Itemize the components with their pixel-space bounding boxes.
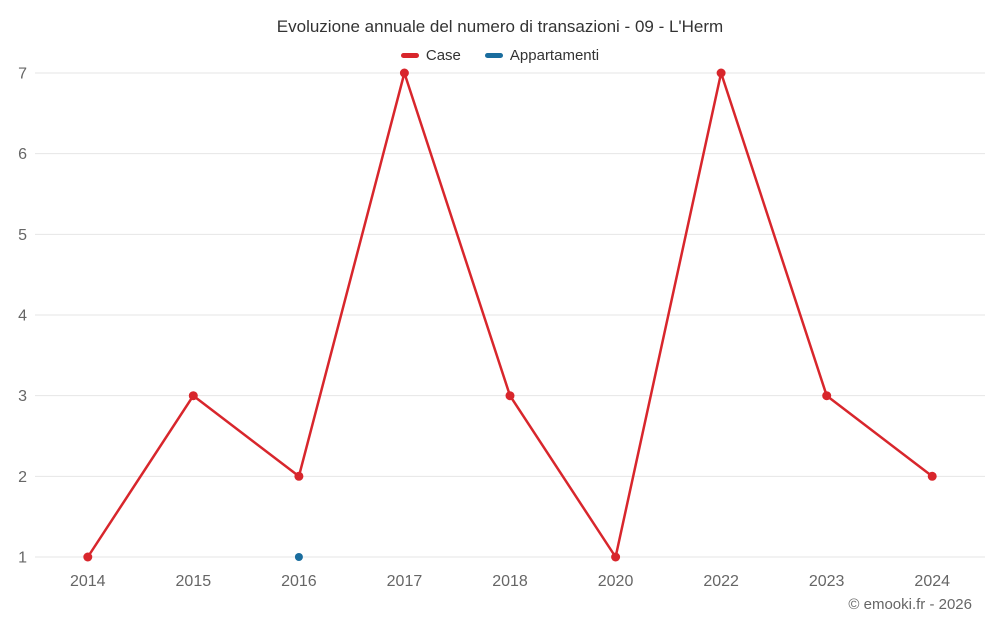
x-tick-label: 2016 — [281, 573, 317, 590]
data-point-case[interactable] — [927, 471, 937, 481]
y-tick-label: 3 — [18, 388, 27, 405]
chart-title: Evoluzione annuale del numero di transaz… — [276, 17, 724, 36]
data-point-case[interactable] — [294, 471, 304, 481]
y-tick-label: 2 — [18, 469, 27, 486]
x-tick-label: 2015 — [176, 573, 212, 590]
x-tick-label: 2018 — [492, 573, 528, 590]
data-point-case[interactable] — [716, 68, 726, 78]
data-point-case[interactable] — [83, 552, 93, 562]
x-tick-label: 2014 — [70, 573, 106, 590]
legend-marker-case — [400, 53, 419, 58]
y-tick-label: 4 — [18, 308, 27, 325]
data-point-case[interactable] — [505, 391, 515, 401]
y-tick-label: 6 — [18, 146, 27, 163]
legend-label: Appartamenti — [509, 47, 600, 64]
x-tick-label: 2023 — [809, 573, 845, 590]
x-tick-label: 2017 — [387, 573, 423, 590]
legend-item-case[interactable]: Case — [400, 47, 461, 64]
legend-label: Case — [425, 47, 461, 64]
data-point-case[interactable] — [399, 68, 409, 78]
legend: Case Appartamenti — [0, 47, 1000, 64]
y-tick-label: 7 — [18, 66, 27, 83]
x-tick-label: 2020 — [598, 573, 634, 590]
data-point-appartamenti[interactable] — [294, 553, 303, 561]
y-tick-label: 5 — [18, 227, 27, 244]
x-tick-label: 2022 — [703, 573, 739, 590]
attribution: © emooki.fr - 2026 — [848, 596, 972, 613]
legend-item-appartamenti[interactable]: Appartamenti — [484, 47, 600, 64]
x-tick-label: 2024 — [914, 573, 950, 590]
data-point-case[interactable] — [188, 391, 198, 401]
data-point-case[interactable] — [611, 552, 621, 562]
legend-marker-appartamenti — [484, 53, 503, 58]
data-point-case[interactable] — [822, 391, 832, 401]
y-tick-label: 1 — [18, 550, 27, 567]
